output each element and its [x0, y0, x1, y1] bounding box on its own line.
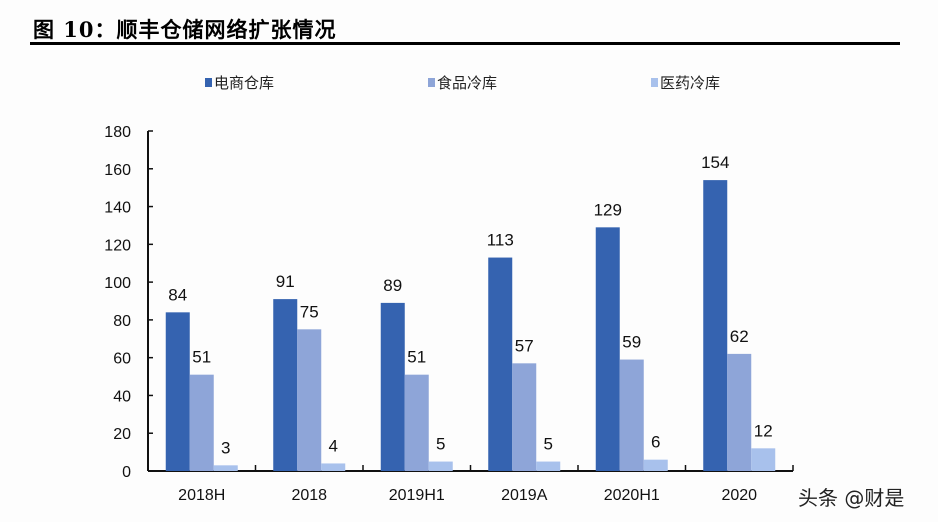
y-tick-label: 120: [104, 237, 131, 254]
bar-2: [404, 374, 429, 471]
bar-1: [273, 299, 298, 471]
bar-2: [189, 374, 214, 471]
legend-label: 电商仓库: [214, 74, 274, 92]
legend-label: 医药冷库: [660, 74, 720, 92]
legend-label: 食品冷库: [437, 74, 497, 92]
bar-3: [536, 461, 561, 471]
data-label: 75: [300, 302, 319, 321]
data-label: 113: [487, 231, 514, 250]
bar-3: [751, 448, 776, 471]
y-tick-label: 100: [104, 275, 131, 292]
data-label: 91: [276, 272, 295, 291]
bar-3: [321, 463, 346, 471]
y-tick-label: 20: [113, 426, 131, 443]
bar-2: [619, 359, 644, 471]
data-label: 4: [329, 436, 338, 455]
data-label: 51: [192, 348, 211, 367]
y-tick-label: 60: [113, 351, 131, 368]
y-tick-label: 80: [113, 313, 131, 330]
data-label: 5: [544, 435, 553, 454]
data-label: 154: [701, 153, 729, 172]
data-label: 89: [383, 276, 402, 295]
data-label: 129: [594, 200, 622, 219]
chart-title: 图 10：顺丰仓储网络扩张情况: [33, 17, 337, 42]
data-label: 62: [730, 327, 749, 346]
y-tick-label: 180: [104, 124, 131, 141]
bar-2: [512, 363, 537, 471]
data-label: 12: [754, 421, 773, 440]
data-label: 3: [221, 438, 230, 457]
data-label: 51: [407, 348, 426, 367]
bar-3: [643, 459, 668, 471]
data-label: 5: [436, 435, 445, 454]
y-tick-label: 140: [104, 200, 131, 217]
legend-swatch: [428, 78, 435, 87]
data-label: 59: [622, 333, 641, 352]
data-label: 84: [168, 285, 187, 304]
y-tick-label: 0: [122, 464, 131, 481]
bar-1: [165, 312, 190, 471]
bar-2: [297, 329, 322, 471]
data-label: 6: [651, 433, 660, 452]
title-divider: [30, 42, 900, 45]
bar-1: [488, 257, 513, 471]
x-tick-label: 2019H1: [389, 487, 445, 504]
x-tick-label: 2018: [291, 487, 327, 504]
bar-1: [703, 180, 728, 471]
data-label: 57: [515, 336, 534, 355]
bar-3: [213, 465, 238, 471]
bar-1: [595, 227, 620, 471]
bar-3: [428, 461, 453, 471]
bar-1: [380, 302, 405, 471]
bar-2: [727, 353, 752, 471]
y-tick-label: 40: [113, 388, 131, 405]
x-tick-label: 2020: [721, 487, 757, 504]
watermark: 头条 @财是: [798, 486, 905, 510]
x-tick-label: 2018H: [178, 487, 225, 504]
y-tick-label: 160: [104, 162, 131, 179]
legend-swatch: [205, 78, 212, 87]
x-tick-label: 2019A: [501, 487, 548, 504]
legend-swatch: [651, 78, 658, 87]
x-tick-label: 2020H1: [604, 487, 660, 504]
